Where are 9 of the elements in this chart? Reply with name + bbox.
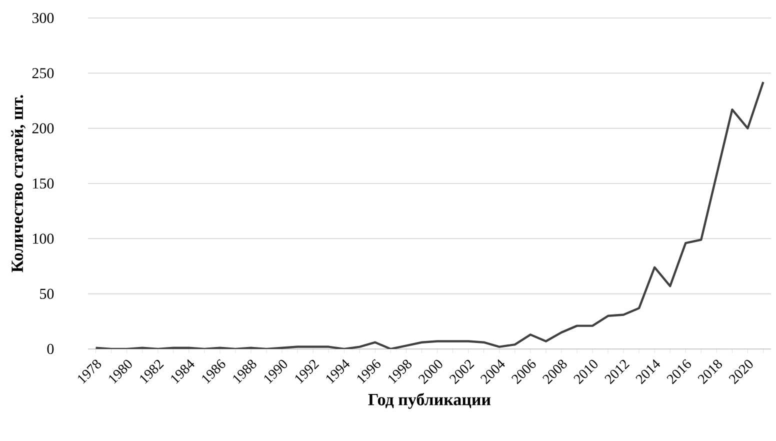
y-tick-label: 0 [47,344,54,354]
y-tick-label: 50 [40,288,54,299]
y-tick-label: 150 [33,178,54,189]
y-tick-label: 250 [32,68,54,78]
x-axis-title: Год публикации [368,392,491,409]
y-tick-label: 200 [32,123,54,134]
y-tick-label: 300 [32,12,54,24]
y-tick-label: 100 [33,234,54,244]
y-axis-title: Количество статей, шт. [11,95,26,272]
